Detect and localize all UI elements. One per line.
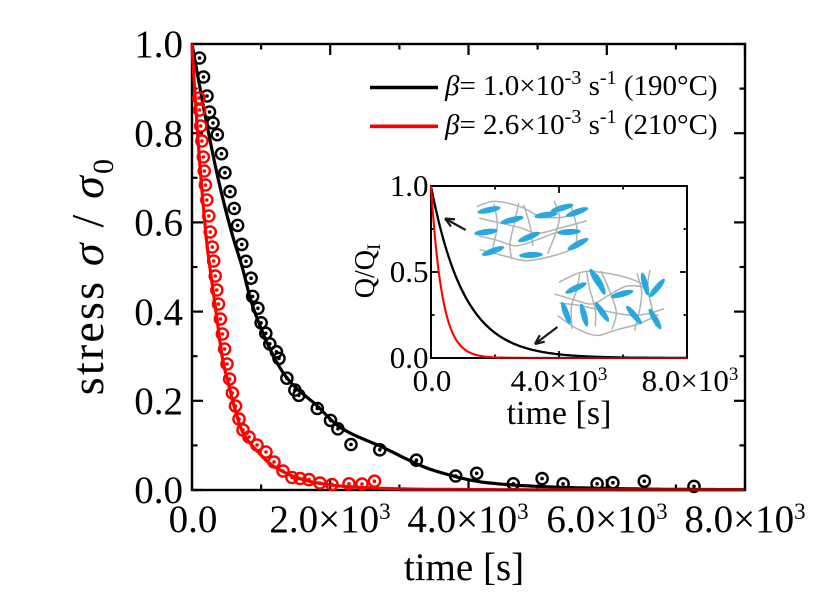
- svg-text:0.4: 0.4: [134, 291, 183, 334]
- svg-text:8.0×103: 8.0×103: [642, 363, 739, 398]
- svg-text:β= 1.0×10-3 s-1 (190°C): β= 1.0×10-3 s-1 (190°C): [444, 67, 718, 102]
- svg-text:0.6: 0.6: [134, 202, 183, 245]
- svg-text:0.0: 0.0: [169, 498, 218, 541]
- svg-text:time [s]: time [s]: [404, 546, 524, 589]
- svg-text:1.0: 1.0: [134, 23, 183, 66]
- svg-text:1.0: 1.0: [390, 168, 429, 203]
- svg-text:0.0: 0.0: [413, 363, 452, 398]
- svg-text:β= 2.6×10-3 s-1 (210°C): β= 2.6×10-3 s-1 (210°C): [444, 106, 718, 141]
- svg-text:6.0×103: 6.0×103: [546, 498, 667, 541]
- svg-text:4.0×103: 4.0×103: [511, 363, 608, 398]
- svg-text:0.2: 0.2: [134, 380, 183, 423]
- svg-text:0.0: 0.0: [134, 469, 183, 512]
- svg-text:0.5: 0.5: [390, 254, 429, 289]
- svg-text:2.0×103: 2.0×103: [269, 498, 390, 541]
- svg-text:8.0×103: 8.0×103: [684, 498, 805, 541]
- svg-text:time [s]: time [s]: [507, 395, 612, 432]
- svg-text:stress σ / σ0: stress σ / σ0: [62, 157, 120, 396]
- svg-text:Q/QI: Q/QI: [350, 244, 385, 299]
- svg-text:0.0: 0.0: [390, 340, 429, 375]
- svg-text:0.8: 0.8: [134, 112, 183, 155]
- svg-text:4.0×103: 4.0×103: [407, 498, 528, 541]
